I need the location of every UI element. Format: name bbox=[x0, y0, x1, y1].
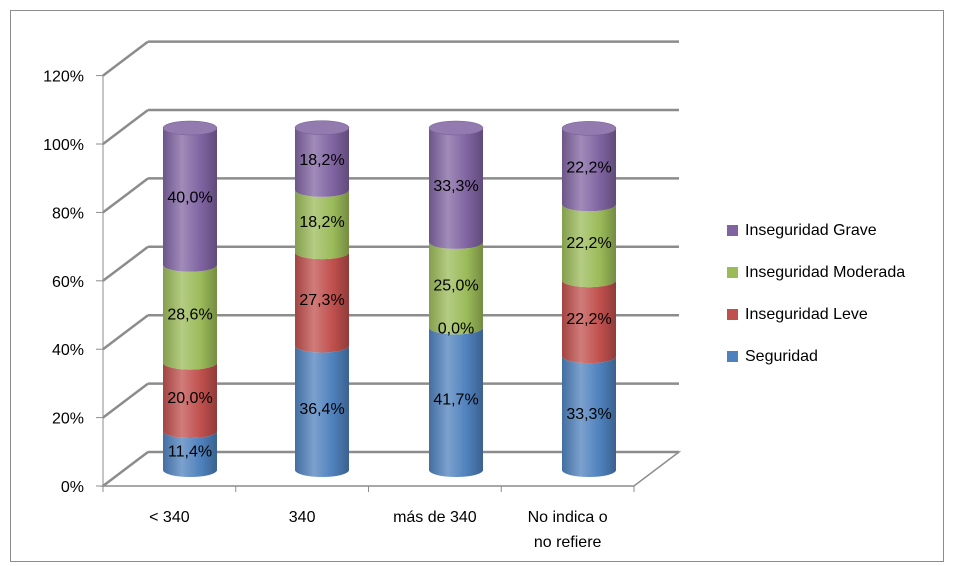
bar-segment bbox=[163, 128, 217, 272]
side-gridline bbox=[102, 109, 149, 145]
x-category-label: No indica o bbox=[528, 509, 608, 526]
bar-top-cap bbox=[294, 120, 350, 135]
bar-segment bbox=[429, 327, 483, 477]
side-gridline bbox=[102, 314, 149, 351]
bar-segment bbox=[163, 431, 217, 477]
x-category-label: no refiere bbox=[534, 534, 602, 551]
bar-top-cap bbox=[561, 121, 617, 136]
data-label: 22,2% bbox=[566, 159, 611, 176]
data-label: 18,2% bbox=[299, 214, 344, 231]
data-label: 22,2% bbox=[566, 235, 611, 252]
legend-label: Seguridad bbox=[745, 348, 818, 365]
side-gridline bbox=[102, 177, 149, 214]
legend-label: Inseguridad Leve bbox=[745, 306, 868, 323]
data-label: 25,0% bbox=[433, 278, 478, 295]
data-label: 18,2% bbox=[299, 152, 344, 169]
data-label: 33,3% bbox=[566, 406, 611, 423]
data-label: 36,4% bbox=[299, 401, 344, 418]
legend-swatch bbox=[727, 267, 738, 278]
bar-segment bbox=[295, 252, 349, 353]
side-gridline bbox=[102, 40, 149, 77]
y-tick-label: 120% bbox=[43, 69, 84, 86]
legend-swatch bbox=[727, 225, 738, 236]
bar-top-cap bbox=[428, 120, 484, 136]
data-label: 0,0% bbox=[438, 320, 474, 337]
data-label: 22,2% bbox=[566, 311, 611, 328]
side-gridline bbox=[102, 245, 149, 282]
side-gridline bbox=[102, 382, 149, 419]
chart-floor bbox=[100, 451, 682, 487]
bar-segment bbox=[562, 204, 616, 288]
data-label: 40,0% bbox=[167, 189, 212, 206]
y-tick-label: 40% bbox=[52, 342, 84, 359]
bar-segment bbox=[429, 241, 483, 335]
legend-label: Inseguridad Grave bbox=[745, 222, 877, 239]
x-category-label: más de 340 bbox=[393, 509, 477, 526]
y-tick-label: 0% bbox=[61, 479, 84, 496]
x-category-label: < 340 bbox=[149, 509, 190, 526]
bar-segment bbox=[562, 128, 616, 212]
data-label: 11,4% bbox=[168, 444, 212, 461]
bar-segment bbox=[562, 356, 616, 477]
x-category-label: 340 bbox=[289, 509, 316, 526]
bar-segment bbox=[163, 362, 217, 439]
legend-swatch bbox=[727, 309, 738, 320]
data-label: 41,7% bbox=[433, 392, 478, 409]
data-label: 27,3% bbox=[299, 292, 344, 309]
y-tick-label: 100% bbox=[43, 137, 84, 154]
bar-segment bbox=[295, 345, 349, 477]
data-label: 28,6% bbox=[167, 307, 212, 324]
data-label: 20,0% bbox=[167, 390, 212, 407]
y-tick-label: 20% bbox=[52, 411, 84, 428]
y-tick-label: 60% bbox=[52, 274, 84, 291]
bar-top-cap bbox=[162, 120, 218, 136]
bar-segment bbox=[163, 264, 217, 370]
bar-segment bbox=[562, 280, 616, 364]
legend-label: Inseguridad Moderada bbox=[745, 264, 905, 281]
bar-segment bbox=[295, 127, 349, 197]
bar-segment bbox=[295, 189, 349, 260]
bar-segment bbox=[429, 128, 483, 249]
y-tick-label: 80% bbox=[52, 205, 84, 222]
data-label: 33,3% bbox=[433, 178, 478, 195]
legend-swatch bbox=[727, 351, 738, 362]
